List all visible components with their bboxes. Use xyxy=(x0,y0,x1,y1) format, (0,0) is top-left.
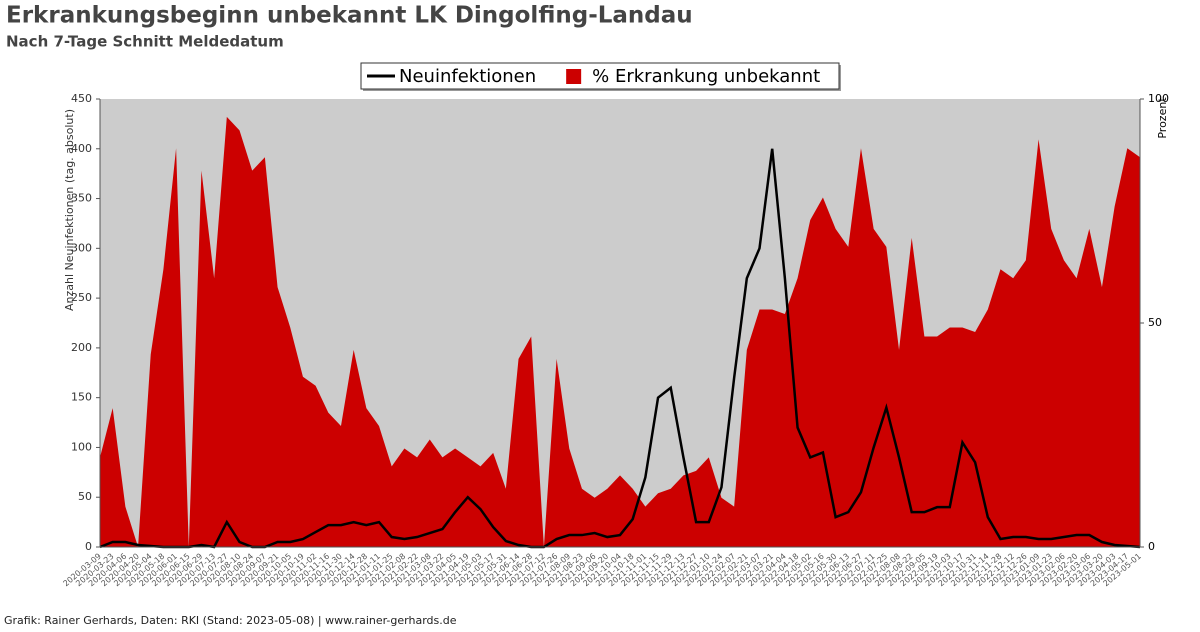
y-tick-label: 150 xyxy=(71,391,92,404)
y-axis-label: Anzahl Neuinfektionen (tag. absolut) xyxy=(63,109,76,311)
legend-swatch xyxy=(566,69,582,84)
y2-axis-label: Prozent xyxy=(1156,97,1169,139)
area xyxy=(100,116,1140,548)
y2-tick-label: 100 xyxy=(1148,92,1169,105)
y-tick-label: 50 xyxy=(78,490,92,503)
y-tick-label: 100 xyxy=(71,440,92,453)
y-tick-label: 0 xyxy=(85,540,92,553)
line xyxy=(99,148,1141,549)
source-note: Grafik: Rainer Gerhards, Daten: RKI (Sta… xyxy=(4,614,457,627)
y-tick-label: 450 xyxy=(71,92,92,105)
y-tick-label: 250 xyxy=(71,291,92,304)
chart-title: Erkrankungsbeginn unbekannt LK Dingolfin… xyxy=(6,3,693,29)
legend-label: % Erkrankung unbekannt xyxy=(592,66,820,87)
y-tick-label: 200 xyxy=(71,341,92,354)
chart-subtitle: Nach 7-Tage Schnitt Meldedatum xyxy=(6,33,284,51)
y-tick-label: 300 xyxy=(71,241,92,254)
legend: Neuinfektionen % Erkrankung unbekannt xyxy=(360,62,841,91)
legend-frame xyxy=(360,62,840,90)
y2-tick-label: 50 xyxy=(1148,316,1162,329)
y-tick-label: 350 xyxy=(71,192,92,205)
y-tick-label: 400 xyxy=(71,142,92,155)
y2-tick-label: 0 xyxy=(1148,540,1155,553)
legend-label: Neuinfektionen xyxy=(399,66,536,87)
